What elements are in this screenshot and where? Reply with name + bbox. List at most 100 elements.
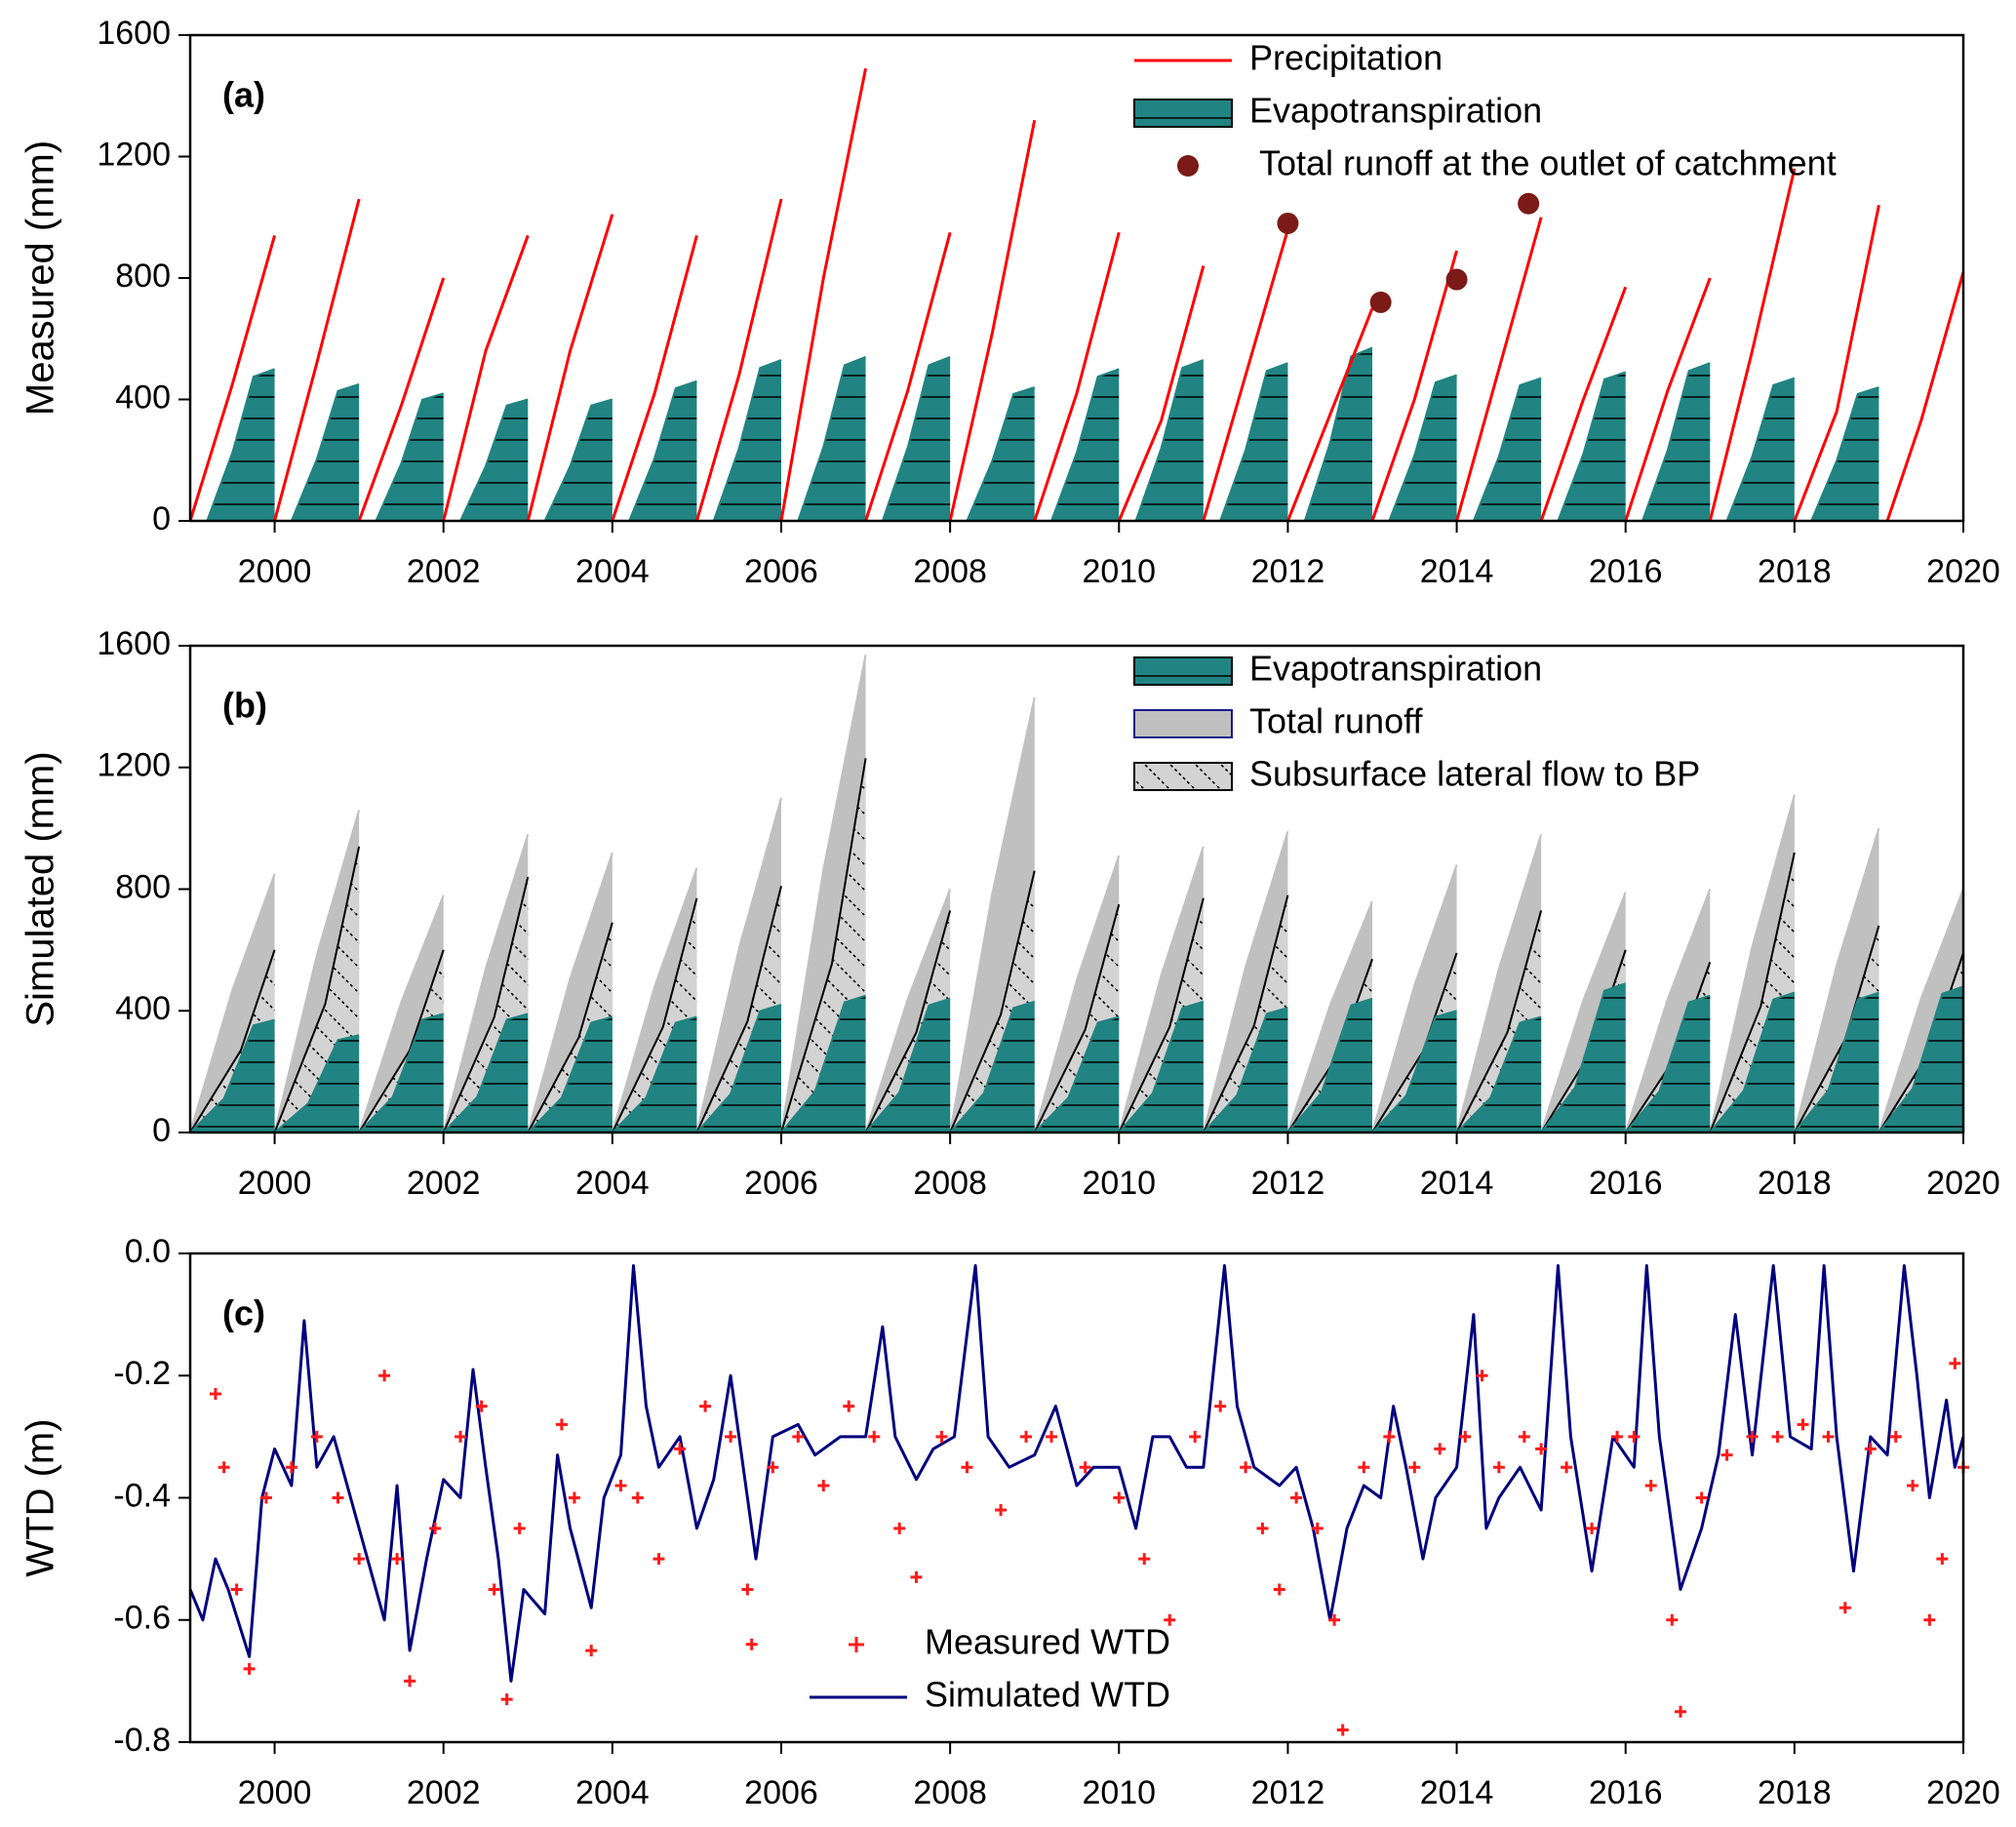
x-tick-label: 2020 [1926,1165,2000,1202]
point [1311,1522,1324,1534]
point [404,1675,416,1688]
point [475,1400,488,1412]
point [217,1461,230,1474]
point [961,1461,973,1474]
x-tick-label: 2000 [238,553,312,590]
point [1369,291,1392,313]
point [285,1461,297,1474]
x-tick-label: 2012 [1251,553,1325,590]
point [1358,1461,1370,1474]
area-hatch [190,983,1963,1132]
x-tick-label: 2006 [744,553,818,590]
x-tick-label: 2002 [407,1774,481,1811]
y-tick-label: -0.4 [113,1477,171,1514]
point [378,1370,391,1382]
panel: 0 400 800 1200 1600 2000 2002 2004 2006 2008 2010 2… [20,625,2000,1202]
x-tick-label: 2006 [744,1774,818,1811]
point [1674,1705,1686,1718]
plot-frame [188,33,1965,523]
point [1666,1613,1679,1626]
point [868,1430,881,1443]
y-axis-title: Simulated (mm) [20,751,62,1026]
area-top [189,655,1964,1133]
point [1628,1430,1640,1443]
area-top [189,982,1964,1133]
legend-label: Subsurface lateral flow to BP [1249,754,1700,794]
point [1273,1583,1285,1596]
legend-swatch [849,1637,864,1652]
point [1720,1449,1733,1461]
panel-label: (b) [222,686,267,726]
x-tick-label: 2002 [407,553,481,590]
point [1822,1430,1835,1443]
y-axis-title: Measured (mm) [20,140,62,416]
legend: Precipitation Evapotranspiration Total run… [1133,38,1837,183]
point [259,1491,272,1504]
plot-frame [188,644,1965,1134]
x-tick-label: 2018 [1758,1165,1832,1202]
point [1079,1461,1091,1474]
point [1189,1430,1202,1443]
legend-label: Simulated WTD [925,1675,1170,1715]
point [1408,1461,1421,1474]
point [1476,1370,1488,1382]
point [1889,1430,1902,1443]
y-tick-label: -0.2 [113,1355,171,1392]
point [843,1400,855,1412]
point [1838,1602,1851,1614]
legend-label: Evapotranspiration [1249,649,1542,689]
x-tick-label: 2014 [1420,1165,1494,1202]
point [1256,1522,1269,1534]
x-tick-label: 2020 [1926,1774,2000,1811]
point [1328,1613,1341,1626]
plot-area [188,67,1965,522]
y-tick-label: 400 [115,990,171,1027]
point [1923,1613,1936,1626]
plot-area [189,655,1964,1133]
point [725,1430,737,1443]
point [243,1662,256,1675]
y-tick-label: 1200 [97,747,171,784]
line [188,67,1965,522]
y-tick-label: 1600 [97,15,171,52]
panel: -0.8 -0.6 -0.4 -0.2 0.0 2000 2002 2004 2006 2008 2… [20,1233,2000,1811]
panel: 0 400 800 1200 1600 2000 2002 2004 2006 2008 2010 2… [20,15,2000,590]
y-tick-label: 0.0 [125,1233,171,1270]
legend-label: Total runoff [1249,701,1423,741]
point [1383,1430,1396,1443]
point [513,1522,526,1534]
point [230,1583,243,1596]
point [1611,1430,1624,1443]
point [1434,1443,1446,1455]
point [1046,1430,1058,1443]
legend: Measured WTD Simulated WTD [810,1622,1170,1715]
x-tick-label: 2014 [1420,553,1494,590]
point [652,1553,665,1566]
x-tick-label: 2002 [407,1165,481,1202]
point [1113,1491,1126,1504]
x-tick-label: 2012 [1251,1774,1325,1811]
point [893,1522,906,1534]
x-tick-label: 2004 [575,1165,650,1202]
point [455,1430,467,1443]
y-tick-label: 0 [152,1112,171,1149]
y-tick-label: 1600 [97,625,171,662]
x-tick-label: 2010 [1082,1774,1156,1811]
point [767,1461,779,1474]
point [1518,192,1540,215]
plot-frame [188,1251,1965,1744]
line [188,1264,1965,1683]
y-tick-label: 800 [115,258,171,295]
point [741,1583,754,1596]
x-tick-label: 2016 [1589,1774,1663,1811]
point [745,1638,758,1650]
point [1771,1430,1784,1443]
point [429,1522,442,1534]
point [995,1504,1008,1517]
point [935,1430,948,1443]
point [699,1400,712,1412]
point [1020,1430,1033,1443]
legend-swatch [1133,709,1233,738]
legend-hatch [1134,763,1232,790]
